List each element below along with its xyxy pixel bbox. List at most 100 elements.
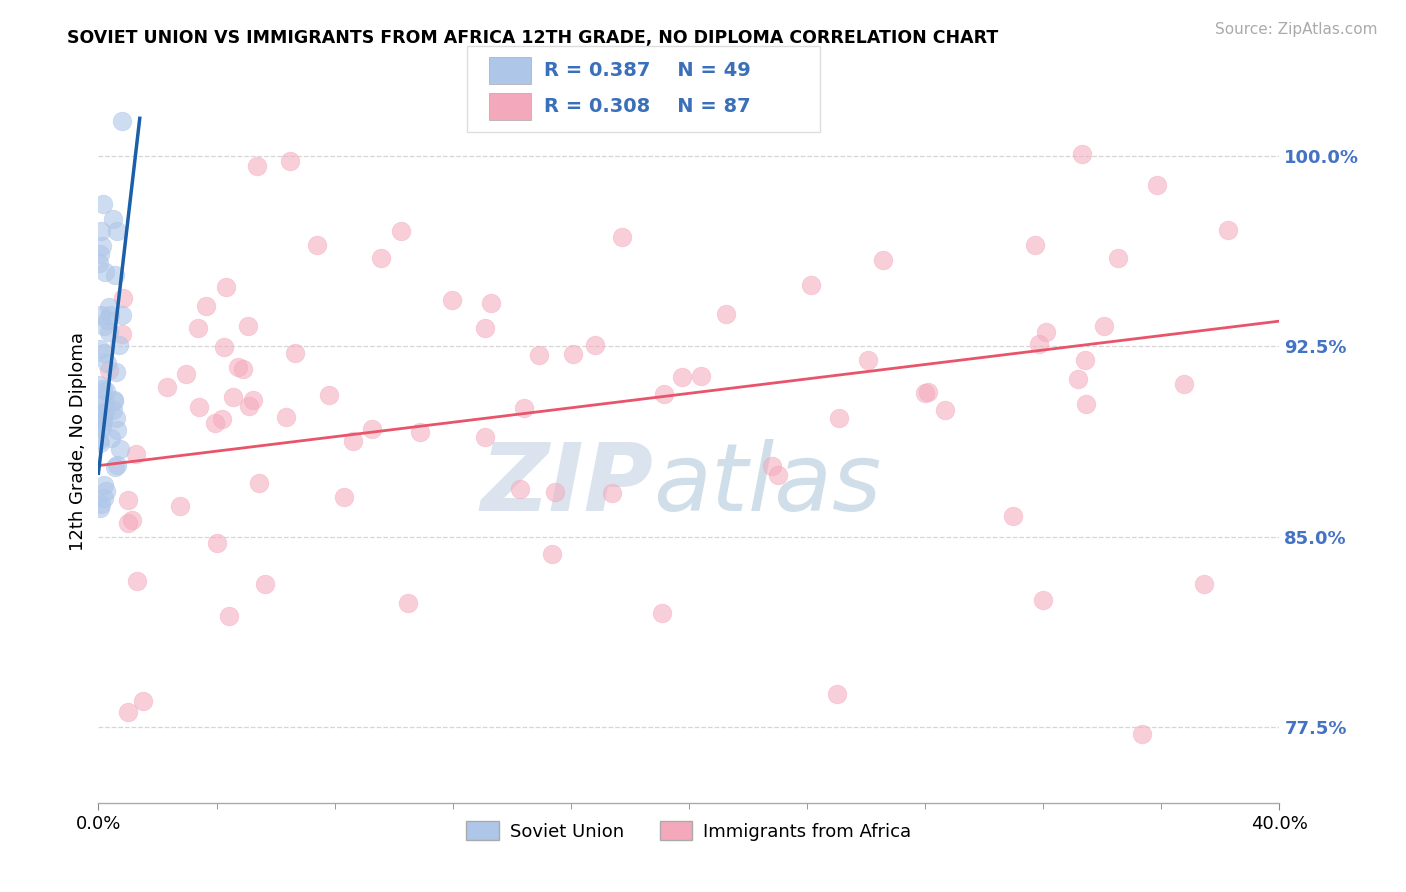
Point <box>98 308 121 322</box>
Point <box>104 411 127 425</box>
Point <box>91 414 114 428</box>
Point <box>479 296 502 310</box>
Point <box>112 291 135 305</box>
Point <box>1067 372 1090 386</box>
Point <box>226 359 249 374</box>
Point <box>513 401 536 415</box>
Point <box>1146 178 1168 193</box>
Point <box>97 325 120 339</box>
Point <box>204 417 226 431</box>
Point <box>87 416 110 430</box>
Point <box>218 609 240 624</box>
Point <box>1173 377 1195 392</box>
Point <box>125 574 148 589</box>
Point <box>96 356 118 370</box>
Point <box>91 398 114 412</box>
Point <box>671 369 693 384</box>
Text: R = 0.308    N = 87: R = 0.308 N = 87 <box>544 96 751 116</box>
Point <box>187 401 209 415</box>
Point <box>800 277 823 292</box>
Point <box>1001 509 1024 524</box>
Point <box>215 279 238 293</box>
Point <box>333 490 356 504</box>
Point <box>108 442 131 456</box>
Point <box>1218 223 1240 237</box>
Point <box>1194 576 1216 591</box>
Point <box>89 500 111 515</box>
Point <box>91 196 114 211</box>
Point <box>527 348 550 362</box>
Point <box>89 435 111 450</box>
Point <box>914 385 936 400</box>
Point <box>389 224 412 238</box>
Point <box>253 577 276 591</box>
Point <box>90 308 112 322</box>
Point <box>207 536 229 550</box>
Point <box>98 301 121 315</box>
Point <box>87 378 110 392</box>
Text: SOVIET UNION VS IMMIGRANTS FROM AFRICA 12TH GRADE, NO DIPLOMA CORRELATION CHART: SOVIET UNION VS IMMIGRANTS FROM AFRICA 1… <box>67 29 998 46</box>
Point <box>541 547 564 561</box>
Point <box>274 410 297 425</box>
Point <box>238 318 260 333</box>
Point <box>156 380 179 394</box>
Point <box>174 368 197 382</box>
Point <box>87 256 110 270</box>
Point <box>132 694 155 708</box>
Point <box>90 224 112 238</box>
Point <box>238 399 260 413</box>
Point <box>91 421 114 435</box>
Text: R = 0.387    N = 49: R = 0.387 N = 49 <box>544 61 751 80</box>
Text: atlas: atlas <box>654 440 882 531</box>
Point <box>610 230 633 244</box>
Point <box>690 369 713 384</box>
Point <box>872 252 894 267</box>
Point <box>1032 593 1054 607</box>
Point <box>370 251 392 265</box>
Point <box>93 346 115 360</box>
Point <box>409 425 432 439</box>
Point <box>91 382 114 396</box>
Point <box>242 392 264 407</box>
Point <box>111 113 134 128</box>
Point <box>96 384 118 398</box>
Point <box>1074 397 1097 411</box>
Point <box>89 343 111 357</box>
Point <box>1071 147 1094 161</box>
Point <box>111 308 134 322</box>
Point <box>96 312 118 326</box>
Point <box>103 394 125 409</box>
Point <box>93 396 115 410</box>
Point <box>561 347 583 361</box>
Point <box>111 326 134 341</box>
Point <box>103 403 125 417</box>
Point <box>544 485 567 500</box>
Point <box>93 491 115 505</box>
Point <box>278 154 301 169</box>
Point <box>222 390 245 404</box>
Point <box>121 513 143 527</box>
Point <box>247 476 270 491</box>
Point <box>318 388 340 402</box>
Point <box>1074 353 1097 368</box>
Point <box>1092 319 1115 334</box>
Point <box>117 705 139 719</box>
Point <box>1028 337 1050 351</box>
Point <box>89 247 111 261</box>
Point <box>600 486 623 500</box>
Text: Source: ZipAtlas.com: Source: ZipAtlas.com <box>1215 22 1378 37</box>
Point <box>91 411 114 425</box>
Point <box>169 499 191 513</box>
Point <box>934 402 956 417</box>
Point <box>187 321 209 335</box>
Point <box>94 265 117 279</box>
Point <box>440 293 463 307</box>
Point <box>583 338 606 352</box>
Point <box>212 340 235 354</box>
Point <box>103 211 125 226</box>
Legend: Soviet Union, Immigrants from Africa: Soviet Union, Immigrants from Africa <box>460 814 918 848</box>
Point <box>104 268 127 283</box>
Point <box>1107 251 1129 265</box>
Point <box>90 239 112 253</box>
Point <box>94 405 117 419</box>
